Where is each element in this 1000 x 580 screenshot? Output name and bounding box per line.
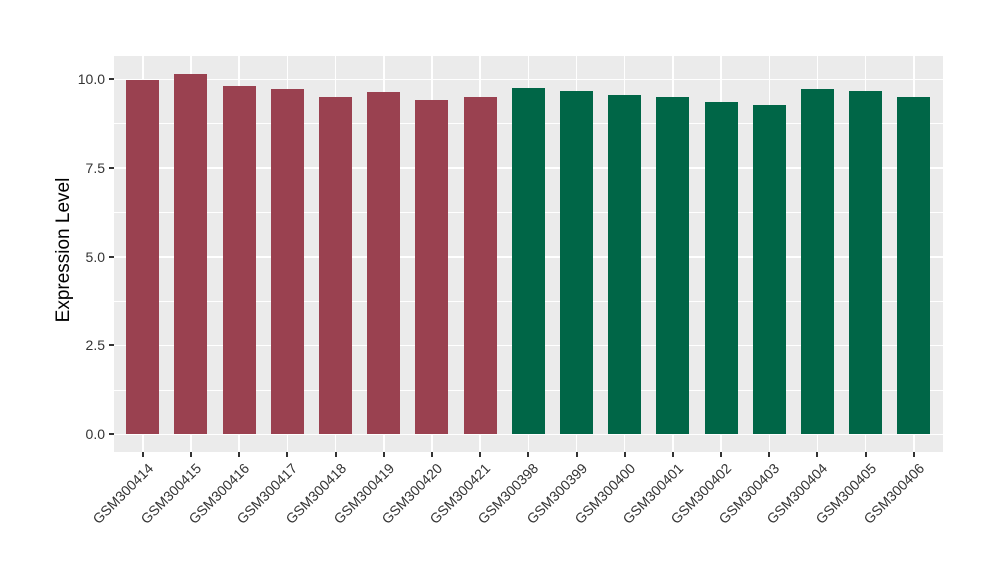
y-tick-mark xyxy=(109,255,114,258)
x-tick-mark xyxy=(430,452,433,457)
x-tick-mark xyxy=(334,452,337,457)
x-tick-mark xyxy=(864,452,867,457)
x-tick-mark xyxy=(286,452,289,457)
bar-GSM300402 xyxy=(704,102,738,434)
bar-GSM300404 xyxy=(800,88,834,434)
x-tick-mark xyxy=(141,452,144,457)
x-tick-mark xyxy=(816,452,819,457)
bar-GSM300414 xyxy=(126,80,160,434)
x-tick-mark xyxy=(720,452,723,457)
bar-GSM300398 xyxy=(511,87,545,434)
y-tick-mark xyxy=(109,166,114,169)
bar-GSM300405 xyxy=(849,90,883,434)
y-tick-label: 0.0 xyxy=(85,426,105,442)
x-tick-mark xyxy=(189,452,192,457)
bar-GSM300403 xyxy=(752,104,786,434)
bar-GSM300420 xyxy=(415,99,449,434)
y-tick-label: 7.5 xyxy=(85,159,105,176)
y-tick-mark xyxy=(109,344,114,347)
x-tick-mark xyxy=(382,452,385,457)
bar-GSM300401 xyxy=(656,97,690,434)
y-tick-label: 5.0 xyxy=(85,248,105,265)
x-tick-mark xyxy=(671,452,674,457)
x-tick-mark xyxy=(623,452,626,457)
y-tick-label: 2.5 xyxy=(85,337,105,354)
bar-GSM300417 xyxy=(270,88,304,434)
bar-GSM300419 xyxy=(367,91,401,434)
x-tick-mark xyxy=(479,452,482,457)
x-tick-mark xyxy=(912,452,915,457)
bar-GSM300415 xyxy=(174,74,208,434)
bar-GSM300418 xyxy=(319,97,353,434)
bar-GSM300399 xyxy=(560,91,593,434)
x-tick-mark xyxy=(238,452,241,457)
plot-panel xyxy=(114,56,943,452)
x-tick-mark xyxy=(527,452,530,457)
x-tick-mark xyxy=(575,452,578,457)
y-tick-mark xyxy=(109,433,114,435)
x-tick-mark xyxy=(768,452,771,457)
bar-GSM300400 xyxy=(608,94,642,434)
y-tick-label: 10.0 xyxy=(77,71,105,87)
x-tick-label: GSM300406 xyxy=(860,460,928,527)
bar-GSM300421 xyxy=(463,97,497,434)
bar-GSM300416 xyxy=(222,86,256,434)
y-tick-mark xyxy=(109,78,114,80)
bar-GSM300406 xyxy=(897,97,931,434)
